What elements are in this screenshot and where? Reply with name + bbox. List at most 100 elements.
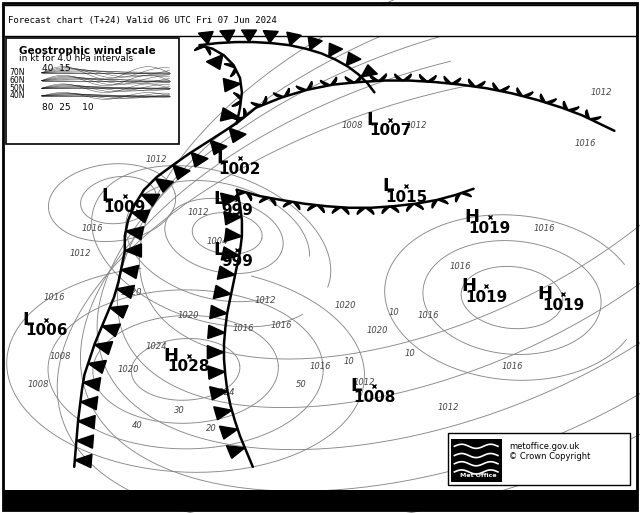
Polygon shape — [361, 65, 378, 77]
Text: 1012: 1012 — [146, 98, 168, 107]
Polygon shape — [332, 207, 349, 214]
Polygon shape — [210, 387, 227, 400]
Text: 1012: 1012 — [591, 88, 612, 97]
Polygon shape — [263, 31, 278, 43]
Text: 1019: 1019 — [465, 290, 508, 305]
Text: L: L — [383, 177, 394, 195]
Text: 1020: 1020 — [335, 301, 356, 310]
Text: 1008: 1008 — [28, 380, 49, 389]
Polygon shape — [208, 366, 225, 379]
Text: H: H — [461, 277, 476, 295]
Polygon shape — [287, 32, 301, 45]
Polygon shape — [346, 52, 361, 66]
Polygon shape — [517, 88, 533, 96]
Text: 10: 10 — [344, 357, 354, 366]
Polygon shape — [229, 128, 246, 143]
Text: 1012: 1012 — [255, 295, 276, 305]
Text: 40  15: 40 15 — [42, 64, 70, 73]
Text: 1012: 1012 — [437, 403, 459, 412]
Text: 1024: 1024 — [146, 342, 168, 351]
Polygon shape — [191, 152, 208, 167]
Text: 1016: 1016 — [501, 362, 523, 371]
Text: metoffice.gov.uk: metoffice.gov.uk — [509, 442, 579, 451]
Polygon shape — [432, 200, 448, 208]
Text: 10: 10 — [404, 349, 415, 359]
Text: L: L — [213, 190, 225, 208]
Text: 1006: 1006 — [25, 323, 67, 339]
Text: 1020: 1020 — [120, 288, 142, 297]
Text: 1020: 1020 — [117, 365, 139, 374]
Text: H: H — [538, 285, 553, 303]
Polygon shape — [296, 81, 312, 90]
Text: 20: 20 — [206, 424, 216, 433]
Polygon shape — [173, 165, 190, 180]
Polygon shape — [88, 361, 106, 373]
Text: H: H — [163, 346, 179, 365]
Bar — [6, 38, 179, 144]
Polygon shape — [407, 204, 423, 211]
Polygon shape — [210, 305, 227, 319]
Polygon shape — [259, 198, 276, 206]
Polygon shape — [308, 205, 324, 213]
Text: 1016: 1016 — [575, 139, 596, 148]
Polygon shape — [220, 426, 237, 439]
Text: H: H — [464, 208, 479, 226]
Polygon shape — [126, 227, 143, 240]
Text: 1016: 1016 — [418, 311, 440, 320]
Text: 1019: 1019 — [542, 298, 584, 313]
Polygon shape — [81, 397, 98, 410]
Polygon shape — [195, 46, 211, 55]
Polygon shape — [329, 43, 342, 56]
Polygon shape — [586, 110, 601, 120]
Text: 1020: 1020 — [178, 311, 200, 320]
Bar — [3, 490, 637, 510]
Text: 1016: 1016 — [450, 262, 472, 271]
Polygon shape — [236, 192, 252, 201]
Text: Met Office: Met Office — [460, 473, 497, 478]
Polygon shape — [76, 435, 93, 448]
Text: 1024: 1024 — [213, 388, 235, 397]
Polygon shape — [131, 210, 150, 223]
Polygon shape — [141, 194, 160, 206]
Polygon shape — [224, 211, 241, 225]
Polygon shape — [206, 55, 223, 69]
Text: L: L — [101, 187, 113, 206]
Text: 50: 50 — [296, 380, 306, 389]
Text: 10: 10 — [388, 308, 399, 318]
Text: in kt for 4.0 hPa intervals: in kt for 4.0 hPa intervals — [19, 54, 133, 63]
Text: 1028: 1028 — [168, 359, 210, 374]
Polygon shape — [121, 265, 139, 279]
Polygon shape — [345, 75, 362, 83]
Polygon shape — [116, 285, 134, 299]
Polygon shape — [218, 266, 235, 279]
Text: 80  25    10: 80 25 10 — [42, 103, 93, 112]
Polygon shape — [221, 193, 238, 206]
Text: 1019: 1019 — [468, 221, 511, 236]
Text: Geostrophic wind scale: Geostrophic wind scale — [19, 46, 156, 56]
Text: L: L — [22, 310, 34, 329]
Polygon shape — [220, 30, 235, 43]
Text: 1002: 1002 — [219, 162, 261, 177]
Text: 999: 999 — [221, 254, 253, 269]
Polygon shape — [95, 342, 113, 354]
Text: 1009: 1009 — [104, 200, 146, 215]
Polygon shape — [395, 74, 412, 81]
Polygon shape — [370, 74, 387, 81]
Polygon shape — [220, 108, 238, 121]
Polygon shape — [273, 88, 289, 97]
Text: 60N: 60N — [10, 76, 25, 85]
Polygon shape — [221, 247, 239, 260]
Text: 1012: 1012 — [188, 208, 209, 218]
Text: 1016: 1016 — [44, 293, 65, 302]
Text: 1012: 1012 — [405, 121, 427, 130]
Polygon shape — [540, 94, 556, 103]
Polygon shape — [210, 140, 227, 155]
Polygon shape — [284, 202, 300, 210]
Text: 1016: 1016 — [309, 362, 331, 371]
Polygon shape — [232, 93, 241, 106]
Polygon shape — [224, 64, 236, 76]
Polygon shape — [420, 74, 436, 82]
Text: 1020: 1020 — [367, 326, 388, 336]
Polygon shape — [251, 96, 267, 106]
Polygon shape — [207, 346, 224, 359]
